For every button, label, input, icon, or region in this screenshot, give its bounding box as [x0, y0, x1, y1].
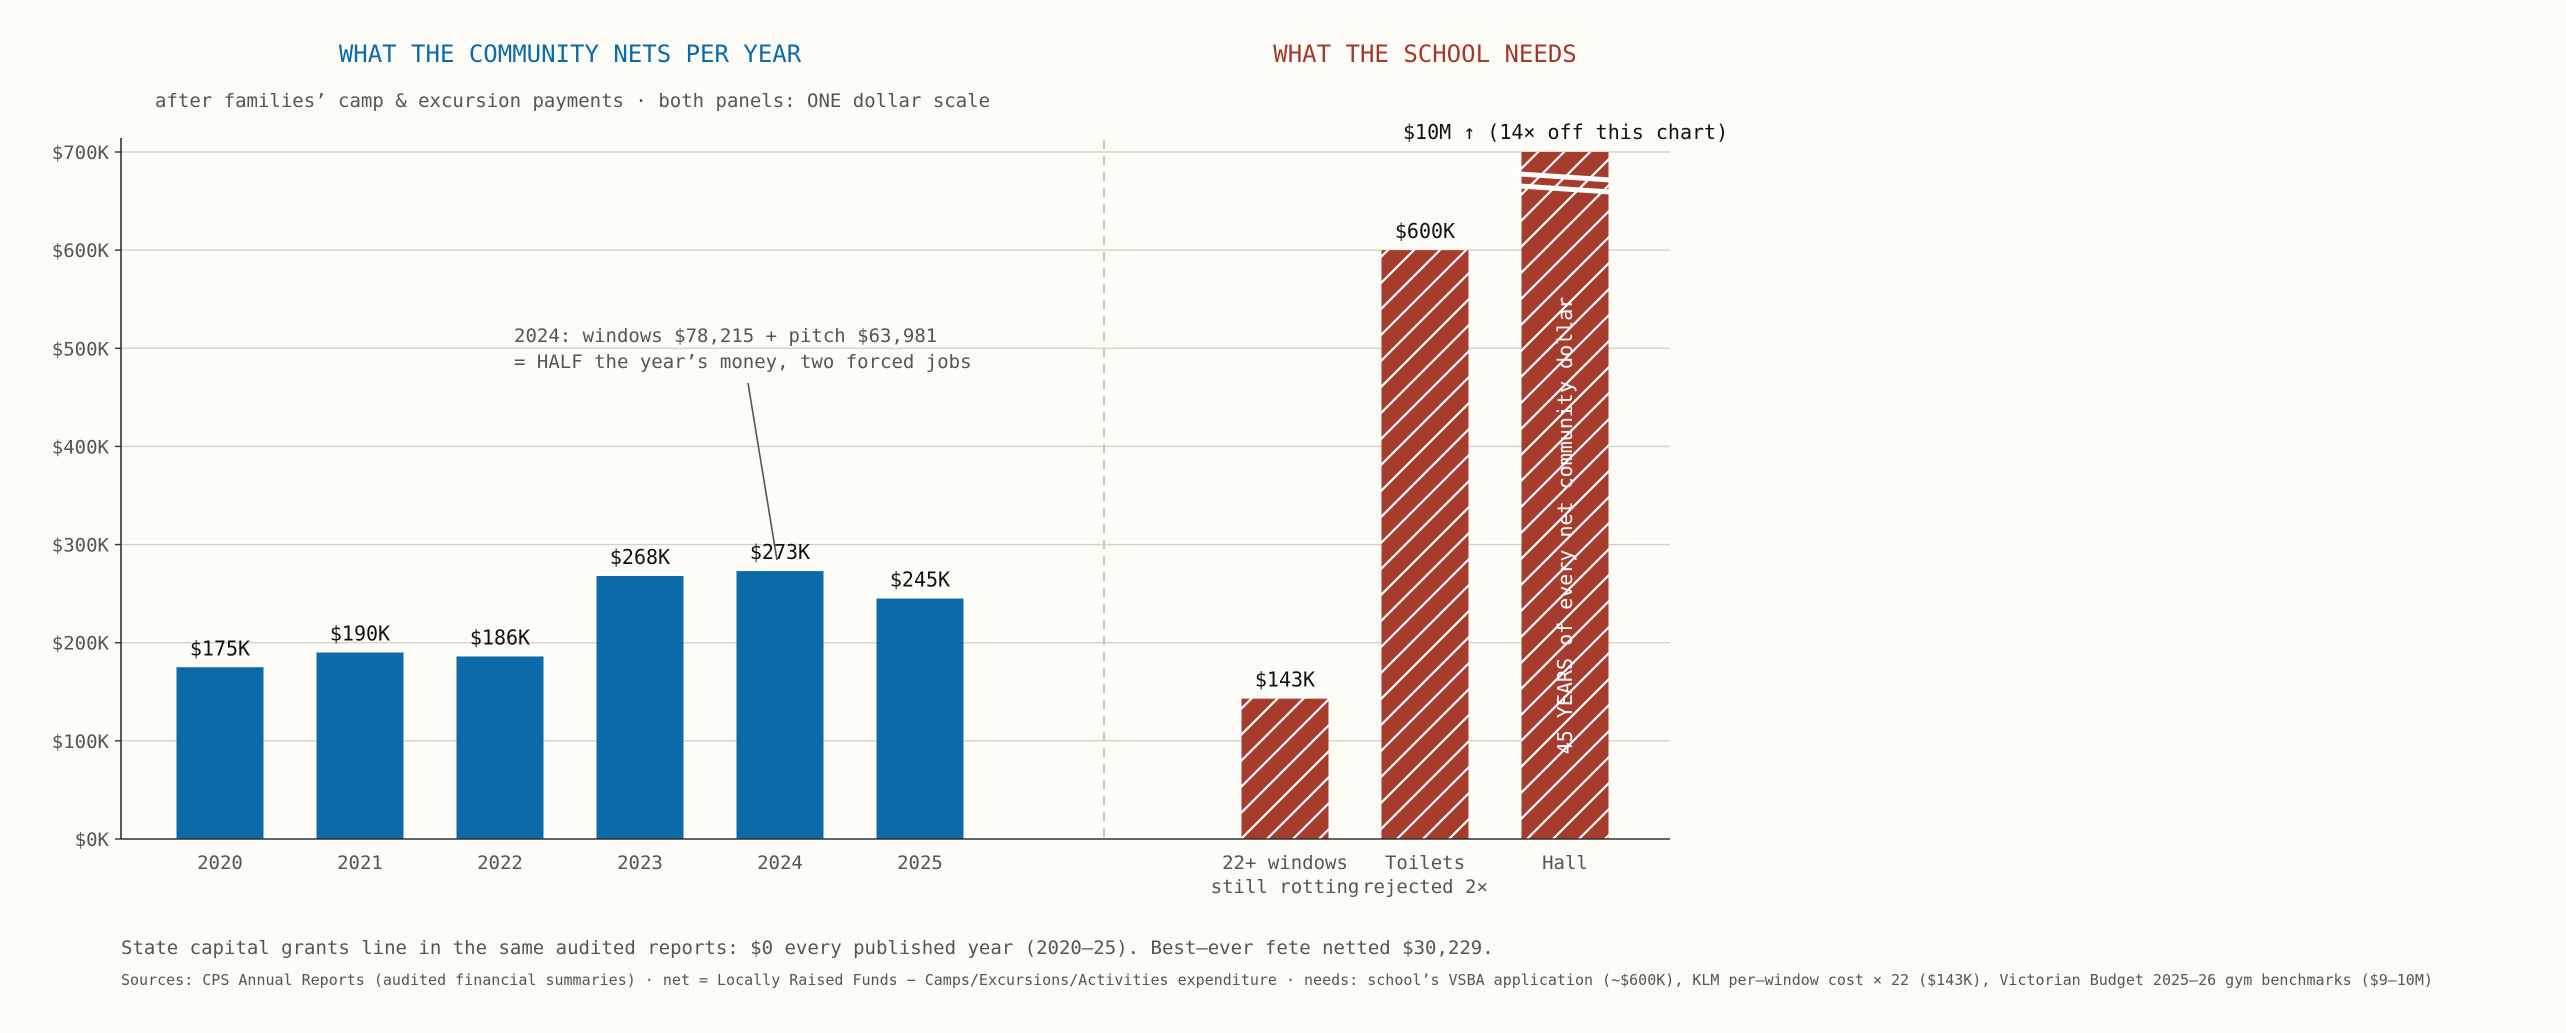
community-bar-2025: [876, 598, 964, 839]
needs-bar-hall: [1521, 152, 1609, 839]
value-label-need-0: $143K: [1255, 668, 1315, 692]
annotation-line-1: 2024: windows $78,215 + pitch $63,981: [514, 325, 937, 347]
value-label-2023: $268K: [610, 545, 670, 569]
chart-subtitle: after families’ camp & excursion payment…: [155, 90, 990, 112]
x-tick-2023: 2023: [617, 852, 663, 874]
hall-bar-text: 45 YEARS of every net community dollar: [1553, 297, 1577, 755]
footer-sources: Sources: CPS Annual Reports (audited fin…: [121, 971, 2433, 989]
left-panel-title: WHAT THE COMMUNITY NETS PER YEAR: [339, 40, 802, 68]
community-bar-2020: [176, 667, 264, 839]
hall-off-chart-label: $10M ↑ (14× off this chart): [1403, 120, 1728, 144]
value-labels: $175K $190K $186K $268K $273K $245K $143K $600K: [190, 219, 1455, 692]
x-tick-2021: 2021: [337, 852, 383, 874]
footer-note: State capital grants line in the same au…: [121, 937, 1494, 959]
y-tick-label-5: $500K: [52, 338, 110, 360]
x-tick-need-1-0: Toilets: [1385, 852, 1465, 874]
y-tick-labels: $0K $100K $200K $300K $400K $500K $600K $700K: [52, 142, 121, 851]
grid-lines: [121, 151, 1670, 742]
y-tick-label-4: $400K: [52, 436, 110, 458]
value-label-2025: $245K: [890, 568, 950, 592]
value-label-2021: $190K: [330, 622, 390, 646]
x-tick-2022: 2022: [477, 852, 523, 874]
x-tick-2025: 2025: [897, 852, 943, 874]
x-tick-labels: 2020 2021 2022 2023 2024 2025 22+ windowsstill…: [197, 852, 1588, 898]
y-tick-label-0: $0K: [75, 829, 110, 851]
axis-break-mark-2: [1519, 183, 1611, 195]
annotation-leader-line: [747, 382, 778, 561]
y-tick-label-6: $600K: [52, 240, 110, 262]
community-bars: [176, 571, 964, 839]
y-tick-label-3: $300K: [52, 535, 110, 557]
x-tick-2020: 2020: [197, 852, 243, 874]
community-bar-2024: [736, 571, 824, 839]
value-label-2020: $175K: [190, 636, 250, 660]
y-tick-label-2: $200K: [52, 633, 110, 655]
needs-bars: 45 YEARS of every net community dollar: [1241, 152, 1611, 840]
x-tick-need-1-1: rejected 2×: [1362, 876, 1488, 898]
community-bar-2023: [596, 575, 684, 839]
x-tick-need-2-0: Hall: [1542, 852, 1588, 874]
x-tick-need-0-0: 22+ windows: [1222, 852, 1348, 874]
annotation-line-2: = HALF the year’s money, two forced jobs: [514, 351, 972, 373]
axes: [120, 138, 1670, 840]
x-tick-2024: 2024: [757, 852, 803, 874]
needs-bar-22-windows: [1241, 698, 1329, 839]
value-label-2024: $273K: [750, 540, 810, 564]
x-tick-need-0-1: still rotting: [1211, 876, 1360, 898]
community-bar-2022: [456, 656, 544, 839]
value-label-2022: $186K: [470, 625, 530, 649]
annotation-2024: 2024: windows $78,215 + pitch $63,981 = …: [514, 325, 972, 561]
right-panel-title: WHAT THE SCHOOL NEEDS: [1273, 40, 1576, 68]
needs-bar-toilets: [1381, 250, 1469, 840]
axis-break-mark-1: [1519, 171, 1611, 183]
community-bar-2021: [316, 652, 404, 839]
y-tick-label-1: $100K: [52, 731, 110, 753]
y-tick-label-7: $700K: [52, 142, 110, 164]
value-label-need-1: $600K: [1395, 219, 1455, 243]
